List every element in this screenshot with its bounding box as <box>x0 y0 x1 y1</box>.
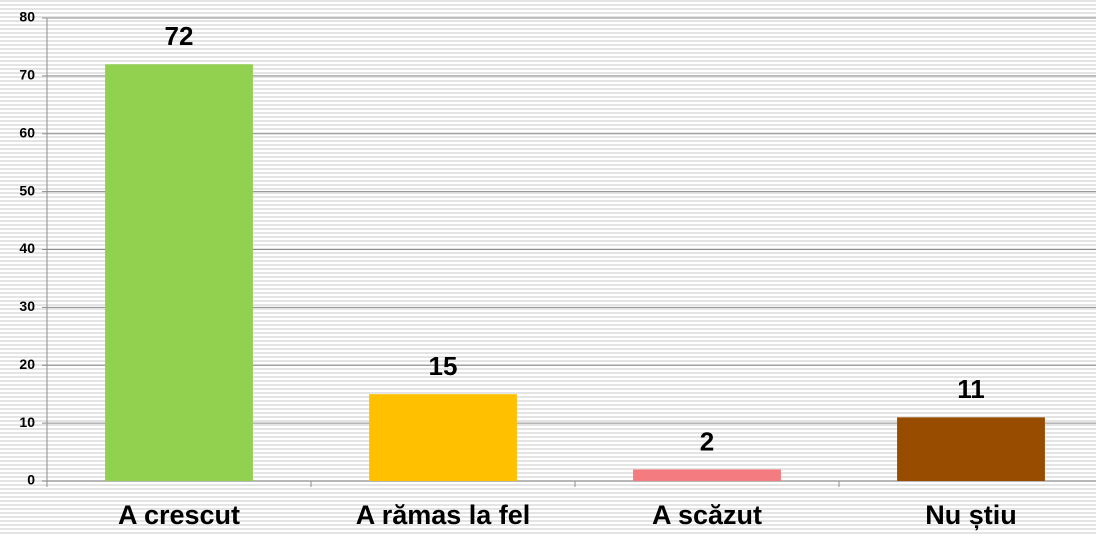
data-label: 2 <box>700 426 714 456</box>
y-tick-label: 80 <box>19 9 35 25</box>
bar <box>369 394 517 481</box>
data-label: 11 <box>957 374 985 404</box>
bar <box>105 64 253 482</box>
data-label: 15 <box>429 351 458 381</box>
x-tick-label: A rămas la fel <box>356 500 531 530</box>
bar <box>633 469 781 481</box>
y-tick-label: 20 <box>19 356 35 372</box>
bar <box>897 417 1045 481</box>
y-tick-label: 0 <box>27 472 35 488</box>
y-tick-label: 60 <box>19 124 35 140</box>
y-tick-label: 70 <box>19 67 35 83</box>
x-tick-label: A crescut <box>118 500 240 530</box>
y-tick-label: 10 <box>19 414 35 430</box>
data-label: 72 <box>165 21 194 51</box>
y-tick-label: 40 <box>19 240 35 256</box>
y-tick-label: 50 <box>19 182 35 198</box>
y-tick-label: 30 <box>19 298 35 314</box>
x-tick-label: A scăzut <box>652 500 762 530</box>
x-tick-label: Nu știu <box>925 500 1017 530</box>
